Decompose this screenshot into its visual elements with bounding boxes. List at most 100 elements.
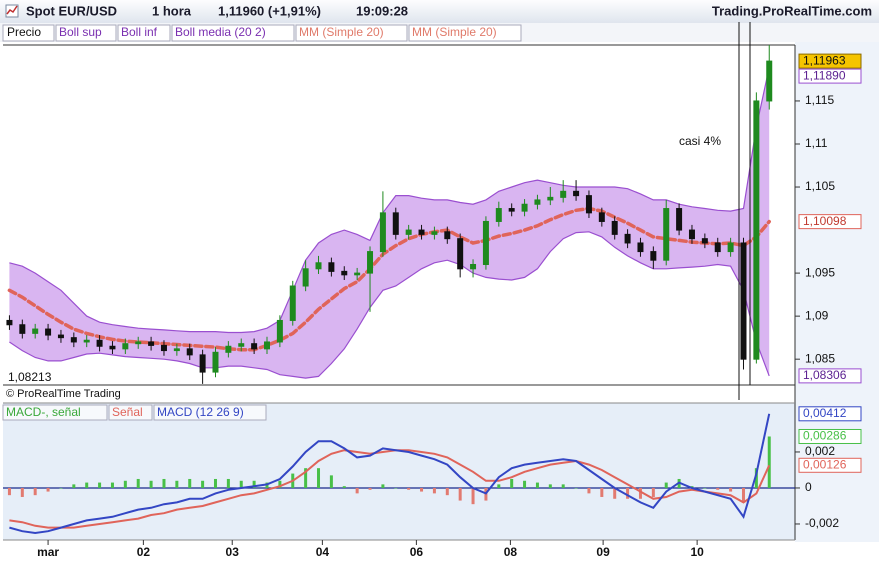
histogram-bar — [497, 484, 501, 488]
candle-body — [264, 341, 270, 350]
histogram-bar — [767, 436, 771, 488]
macd-line — [9, 449, 771, 529]
y-tick-label: -0,002 — [805, 516, 839, 530]
candle-body — [135, 341, 142, 345]
candle-body — [70, 337, 77, 343]
histogram-bar — [523, 480, 527, 488]
y-tick-label: 1,115 — [805, 93, 834, 107]
histogram-bar — [638, 487, 642, 499]
histogram-bar — [46, 487, 50, 492]
legend: Precio Boll sup Boll inf Boll media (20 … — [2, 24, 522, 42]
legend-box — [117, 24, 171, 42]
histogram-bar — [278, 480, 282, 488]
macd-legend: MACD-, señal Señal MACD (12 26 9) — [2, 404, 267, 421]
histogram-bar — [510, 478, 514, 488]
histogram-bar — [561, 484, 565, 488]
candle-body — [173, 348, 180, 352]
candle-body — [225, 345, 232, 353]
candle-body — [650, 251, 657, 261]
histogram-bar — [226, 478, 230, 488]
legend-box — [55, 24, 117, 42]
price-tag-label: 0,00412 — [803, 406, 847, 420]
credit: © ProRealTime Trading — [6, 388, 121, 400]
min-label: 1,08213 — [8, 370, 52, 384]
candle-body — [212, 351, 219, 373]
legend-item: MACD (12 26 9) — [157, 405, 244, 419]
price-tag — [798, 53, 862, 69]
y-tick-label: 1,095 — [805, 265, 835, 279]
candle-body — [753, 100, 760, 360]
histogram-bar — [98, 482, 102, 488]
legend-item: MACD-, señal — [6, 405, 81, 419]
candle-body — [521, 203, 528, 212]
candle-body — [57, 334, 64, 339]
histogram-bar — [445, 487, 449, 496]
histogram-bar — [703, 487, 707, 489]
header-icon — [5, 4, 19, 18]
candle-body — [45, 328, 52, 336]
candle-body — [766, 60, 773, 102]
histogram-bar — [458, 487, 462, 501]
candle-body — [328, 262, 335, 272]
histogram-bar — [664, 482, 668, 488]
histogram-bar — [407, 487, 411, 490]
candle-body — [508, 208, 515, 212]
candle-body — [495, 208, 502, 222]
quote: 1,11960 (+1,91%) — [218, 3, 321, 18]
candle-body — [624, 233, 631, 244]
candle-body — [701, 238, 708, 244]
candle-body — [6, 319, 13, 326]
candle-body — [547, 196, 554, 201]
histogram-bar — [626, 487, 630, 499]
histogram-bar — [587, 487, 591, 494]
candle-body — [598, 212, 605, 222]
candle-body — [289, 285, 296, 321]
x-tick-label: 02 — [137, 545, 151, 559]
histogram-bar — [535, 482, 539, 488]
price-tag-label: 1,11890 — [803, 68, 846, 82]
candle-body — [611, 220, 618, 235]
histogram-bar — [574, 487, 578, 489]
candle-body — [740, 242, 747, 360]
price-tag — [798, 368, 862, 384]
histogram-bar — [355, 487, 359, 494]
candle-body — [379, 212, 386, 253]
candle-body — [418, 229, 425, 235]
histogram-bar — [432, 487, 436, 494]
candle-body — [431, 231, 438, 235]
histogram-bar — [188, 478, 192, 488]
candle-body — [83, 339, 90, 343]
y-tick-label: 1,105 — [805, 179, 835, 193]
candle-body — [405, 229, 412, 235]
candle-body — [96, 339, 103, 347]
candle-body — [573, 190, 580, 197]
x-tick-label: 08 — [504, 545, 518, 559]
candle-body — [148, 341, 155, 346]
legend-item: Señal — [112, 405, 143, 419]
x-tick-label: mar — [37, 545, 59, 559]
legend-box — [153, 404, 267, 421]
y-tick-label: 1,085 — [805, 351, 835, 365]
histogram-bar — [162, 478, 166, 488]
candle-body — [714, 242, 721, 253]
histogram-bar — [59, 487, 63, 489]
candle-body — [585, 195, 592, 214]
candle-body — [341, 270, 348, 276]
candle-body — [199, 354, 206, 373]
price-tag — [798, 457, 862, 473]
histogram-bar — [471, 487, 475, 505]
histogram-bar — [201, 480, 205, 488]
histogram-bar — [729, 487, 733, 492]
y-tick-label: 0,002 — [805, 444, 835, 458]
candle-body — [637, 242, 644, 253]
candle-body — [354, 272, 361, 276]
candle-body — [251, 343, 258, 350]
y-tick-label: 1,11 — [805, 136, 828, 150]
histogram-bar — [317, 468, 321, 488]
histogram-bar — [329, 475, 333, 488]
x-tick-label: 06 — [410, 545, 424, 559]
price-tag-label: 1,11963 — [803, 53, 846, 67]
candle-body — [302, 268, 309, 287]
legend-item: MM (Simple 20) — [412, 25, 497, 39]
